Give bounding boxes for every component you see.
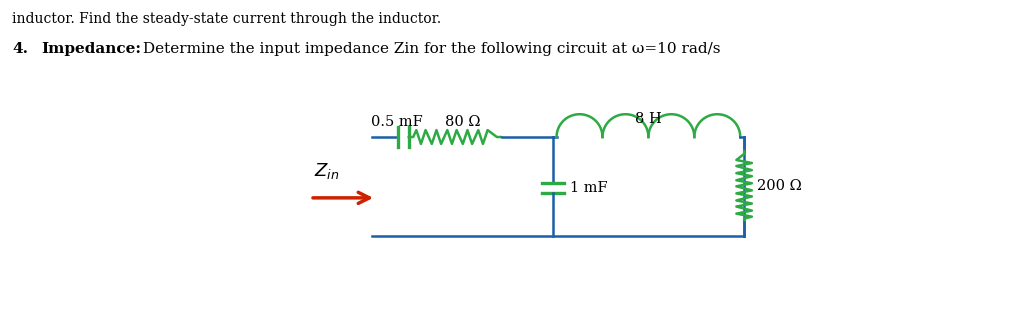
Text: 1 mF: 1 mF (569, 181, 607, 195)
Text: 4.: 4. (12, 42, 29, 56)
Text: 0.5 mF: 0.5 mF (371, 115, 423, 129)
Text: $\mathit{Z}_{\mathit{in}}$: $\mathit{Z}_{\mathit{in}}$ (314, 161, 339, 181)
Text: Impedance:: Impedance: (41, 42, 141, 56)
Text: Determine the input impedance Zin for the following circuit at ω=10 rad/s: Determine the input impedance Zin for th… (138, 42, 721, 56)
Text: 8 H: 8 H (635, 112, 662, 126)
Text: 200 Ω: 200 Ω (757, 179, 801, 193)
Text: inductor. Find the steady-state current through the inductor.: inductor. Find the steady-state current … (12, 12, 441, 26)
Text: 80 Ω: 80 Ω (445, 115, 480, 129)
